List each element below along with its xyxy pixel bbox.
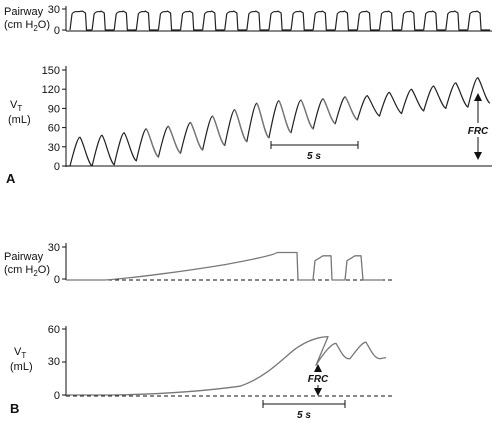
panel-a-pairway-chart: Pairway (cm H2O) 30 0	[4, 4, 492, 37]
pairway-b-label: Pairway	[4, 251, 44, 263]
vt-b-tick-60: 60	[48, 324, 60, 336]
vt-a-line	[66, 77, 491, 167]
frc-arrow-a-head-bottom	[474, 152, 482, 160]
frc-arrow-b-head-bottom	[314, 388, 322, 396]
frc-arrow-b-label: FRC	[308, 374, 329, 385]
pairway-a-breath	[467, 10, 490, 31]
vt-b-line	[66, 336, 387, 396]
frc-arrow-b-head-top	[314, 364, 322, 372]
vt-a-tick-label: 60	[48, 123, 60, 135]
pairway-a-breath	[157, 10, 181, 31]
frc-arrow-a: FRC	[466, 93, 490, 160]
pairway-a-breaths	[69, 10, 490, 31]
pairway-b-tick-0: 0	[54, 274, 60, 286]
pairway-a-breath	[334, 10, 358, 31]
pairway-b-series	[66, 251, 383, 281]
panel-a-volume-chart: VT (mL) 150 120 90 60 30 0 5 s FRC A	[6, 65, 492, 186]
pairway-a-breath	[445, 10, 468, 31]
vt-a-line-grey	[145, 96, 358, 158]
pairway-a-label: Pairway	[4, 6, 44, 18]
frc-arrow-b: FRC	[306, 364, 330, 396]
pairway-a-breath	[69, 10, 93, 31]
scale-bar-b: 5 s	[262, 400, 346, 421]
pairway-b-line	[66, 251, 383, 281]
frc-arrow-b-label-bg	[306, 372, 330, 385]
vt-b-series	[66, 336, 387, 396]
pairway-a-breath	[202, 10, 225, 31]
pairway-b-unit: (cm H2O)	[4, 264, 50, 278]
frc-arrow-a-head-top	[474, 93, 482, 101]
vt-a-series	[66, 77, 491, 167]
vt-a-tick-label: 150	[42, 65, 60, 77]
vt-b-tick-0: 0	[54, 390, 60, 402]
pairway-a-breath	[224, 10, 247, 31]
pairway-a-breath	[290, 10, 314, 31]
vt-b-label: VT	[14, 346, 26, 360]
pairway-a-unit: (cm H2O)	[4, 19, 50, 33]
pairway-a-breath	[91, 10, 115, 31]
scale-bar-a: 5 s	[270, 141, 359, 162]
panel-b-pairway-chart: Pairway (cm H2O) 30 0	[4, 242, 392, 286]
vt-a-tick-label: 90	[48, 103, 60, 115]
pairway-a-tick-30: 30	[48, 4, 60, 16]
scale-bar-a-label: 5 s	[307, 151, 321, 162]
pairway-a-breath	[356, 10, 380, 31]
pairway-a-breath	[135, 10, 159, 31]
pairway-b-tick-30: 30	[48, 242, 60, 254]
vt-a-tick-label: 30	[48, 142, 60, 154]
pairway-a-breath	[378, 10, 402, 31]
vt-b-tick-30: 30	[48, 356, 60, 368]
pairway-a-breath	[400, 10, 424, 31]
pairway-a-breath	[246, 10, 269, 31]
vt-a-unit: (mL)	[8, 114, 31, 126]
scale-bar-b-label: 5 s	[297, 410, 311, 421]
vt-a-tick-label: 120	[42, 84, 60, 96]
pairway-a-breath	[312, 10, 336, 31]
vt-a-ticks: 150 120 90 60 30 0	[42, 65, 66, 173]
vt-a-tick-label: 0	[54, 161, 60, 173]
pairway-a-breath	[113, 10, 137, 31]
pairway-a-tick-0: 0	[54, 25, 60, 37]
vt-a-label: VT	[10, 99, 22, 113]
frc-arrow-a-label-bg	[466, 123, 490, 137]
panel-a-letter: A	[6, 171, 16, 186]
vt-b-unit: (mL)	[10, 361, 33, 373]
panel-b-letter: B	[10, 401, 19, 416]
pairway-a-breath	[268, 10, 292, 31]
panel-b-volume-chart: VT (mL) 60 30 0 FRC 5 s B	[10, 324, 392, 421]
frc-arrow-a-label: FRC	[468, 126, 489, 137]
pairway-a-breath	[423, 10, 446, 31]
pairway-a-breath	[179, 10, 203, 31]
